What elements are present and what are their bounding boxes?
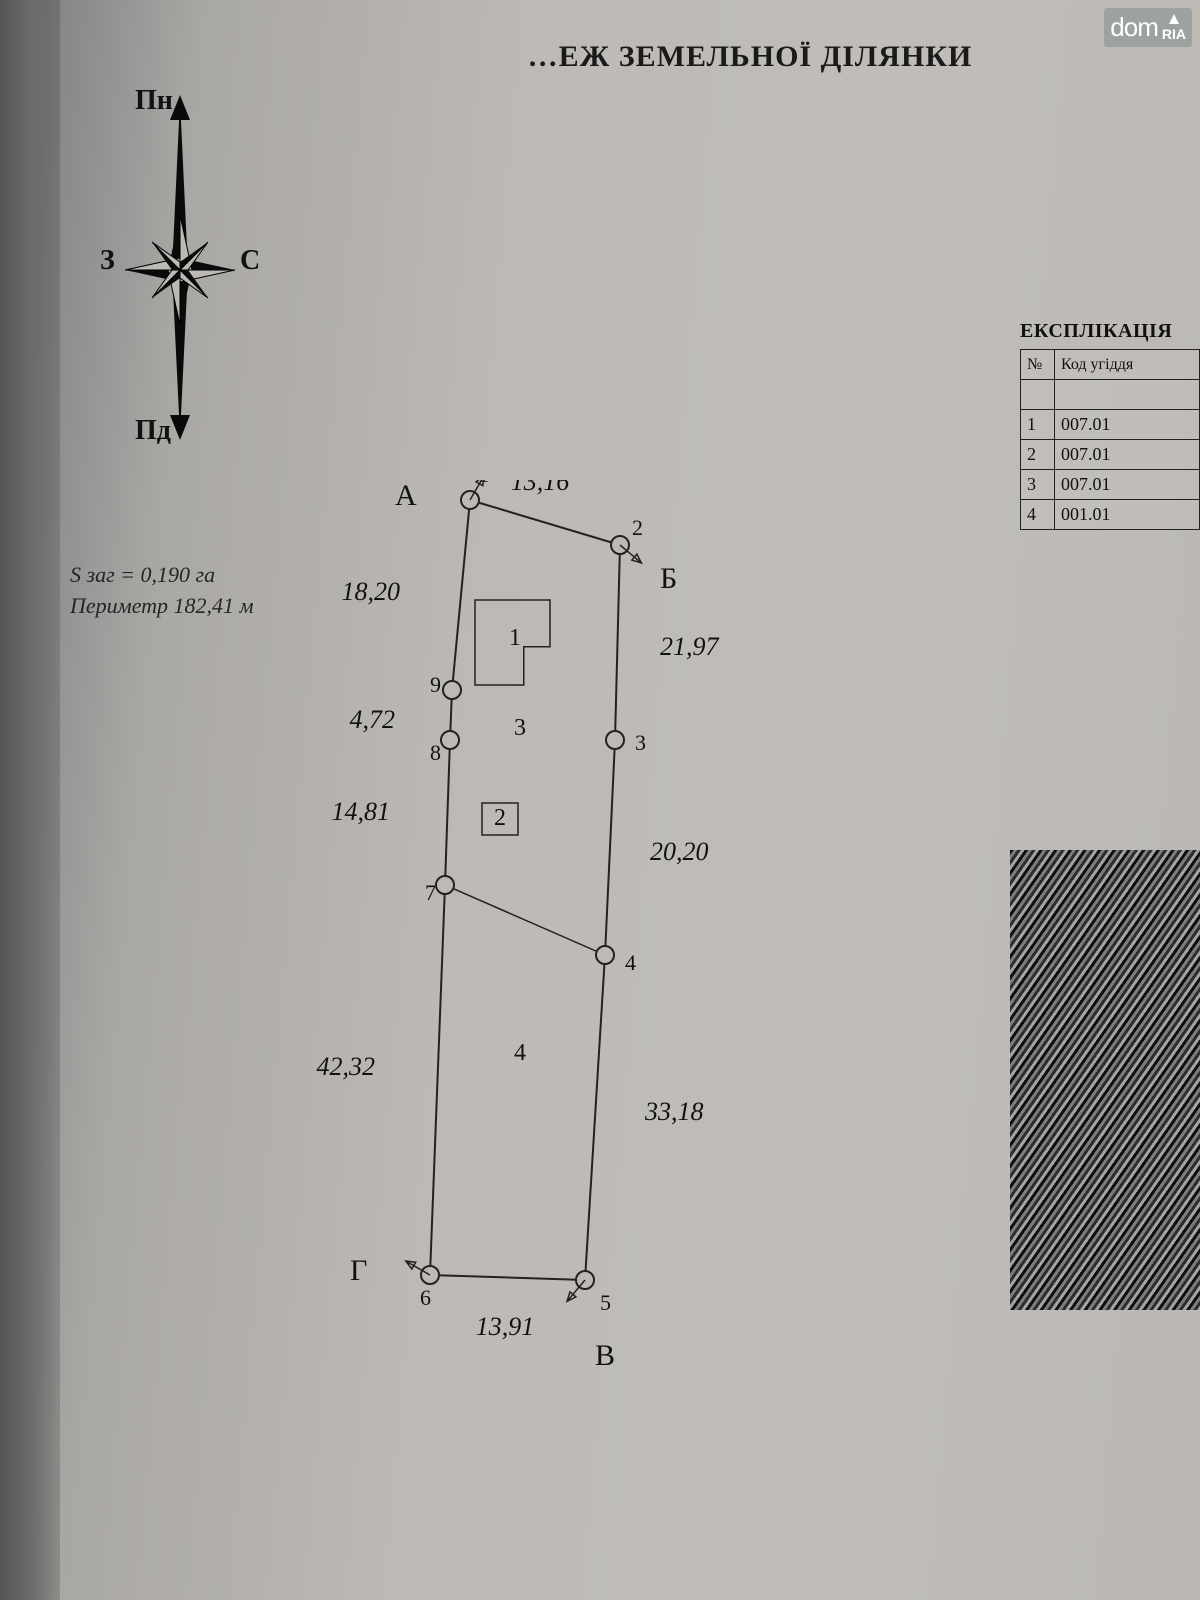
svg-text:4,72: 4,72 (350, 705, 396, 734)
photo-fragment (1010, 850, 1200, 1310)
svg-text:21,97: 21,97 (660, 632, 720, 661)
area-line: S заг = 0,190 га (70, 560, 254, 591)
svg-text:14,81: 14,81 (332, 797, 391, 826)
svg-text:3: 3 (635, 730, 646, 755)
watermark-right: RIA (1162, 14, 1186, 42)
perimeter-line: Периметр 182,41 м (70, 591, 254, 622)
explication-title: ЕКСПЛІКАЦІЯ (1020, 320, 1200, 343)
table-header-row: № Код угіддя (1021, 350, 1200, 380)
svg-text:В: В (595, 1339, 615, 1372)
svg-text:Г: Г (350, 1254, 367, 1287)
svg-text:33,18: 33,18 (644, 1097, 704, 1126)
svg-text:Б: Б (660, 562, 677, 595)
explication-table: № Код угіддя 1 007.01 2 007.01 3 007.01 … (1020, 349, 1200, 530)
table-row: 3 007.01 (1021, 470, 1200, 500)
spacer-row (1021, 380, 1200, 410)
table-row: 1 007.01 (1021, 410, 1200, 440)
watermark-left: dom (1110, 12, 1158, 43)
svg-text:4: 4 (625, 950, 636, 975)
compass-west-label: З (100, 245, 115, 277)
explication-block: ЕКСПЛІКАЦІЯ № Код угіддя 1 007.01 2 007.… (1020, 320, 1200, 530)
compass: Пн Пд С З (80, 90, 300, 450)
svg-text:20,20: 20,20 (650, 837, 709, 866)
page-title: …ЕЖ ЗЕМЕЛЬНОЇ ДІЛЯНКИ (320, 40, 1180, 74)
svg-text:13,16: 13,16 (511, 480, 570, 496)
svg-text:6: 6 (420, 1285, 431, 1310)
watermark-badge: dom RIA (1104, 8, 1192, 47)
svg-text:5: 5 (600, 1290, 611, 1315)
svg-text:18,20: 18,20 (342, 577, 401, 606)
svg-text:1: 1 (509, 625, 521, 651)
svg-text:2: 2 (632, 515, 643, 540)
svg-text:3: 3 (514, 715, 526, 741)
compass-south-label: Пд (135, 415, 171, 447)
table-row: 4 001.01 (1021, 500, 1200, 530)
col-num: № (1021, 350, 1055, 380)
table-row: 2 007.01 (1021, 440, 1200, 470)
svg-text:13,91: 13,91 (476, 1312, 535, 1341)
svg-text:2: 2 (494, 805, 506, 831)
svg-text:42,32: 42,32 (317, 1052, 376, 1081)
plot-summary: S заг = 0,190 га Периметр 182,41 м (70, 560, 254, 622)
document-page: …ЕЖ ЗЕМЕЛЬНОЇ ДІЛЯНКИ dom RIA Пн Пд С З (0, 0, 1200, 1600)
svg-text:9: 9 (430, 672, 441, 697)
svg-text:8: 8 (430, 740, 441, 765)
col-code: Код угіддя (1055, 350, 1200, 380)
svg-text:4: 4 (514, 1040, 526, 1066)
compass-north-label: Пн (135, 85, 173, 117)
compass-east-label: С (240, 245, 260, 277)
svg-text:А: А (395, 480, 417, 512)
land-plot-diagram: 1 2 3 4 13,16 21,97 20,20 33,18 13,91 42,32 14,81 4… (280, 480, 800, 1380)
svg-text:7: 7 (425, 880, 436, 905)
